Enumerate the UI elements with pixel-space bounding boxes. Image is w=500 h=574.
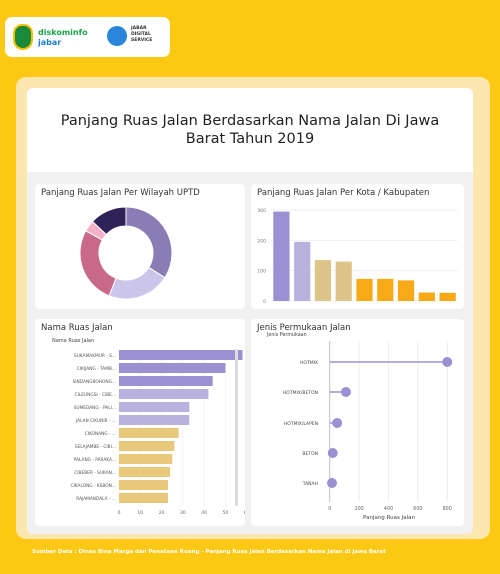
- x-tick-label: 30: [180, 510, 186, 516]
- bar: [418, 292, 435, 301]
- x-axis-title: Panjang Ruas Jalan: [363, 515, 415, 521]
- jds-logo-icon: [107, 26, 127, 46]
- y-tick-label: SUKAMAKMUR - S...: [74, 353, 116, 359]
- nama-bar-chart: Nama Ruas Jalan 0 10 20 30 40 50 60 SUKAMAKMUR -…: [52, 338, 250, 516]
- x-tick-label: 600: [413, 506, 422, 512]
- y-tick-label: PALANG - PARAKA...: [74, 457, 116, 463]
- logo-text-jabar: jabar: [38, 38, 62, 47]
- jabar-emblem-icon: [13, 24, 33, 50]
- y-tick-label: RAJAMANDALA - ...: [76, 496, 116, 502]
- x-tick-label: 10: [137, 510, 143, 516]
- y-tick-label: HOTMIX/BETON: [283, 390, 318, 396]
- y-tick-label: SINDANGBOHONG...: [73, 379, 116, 385]
- y-tick-label: HOTMIX: [300, 360, 318, 366]
- x-tick-label: 40: [201, 510, 207, 516]
- y-tick-label: 100: [257, 269, 266, 275]
- panel-title-jenis: Jenis Permukaan Jalan: [257, 323, 351, 333]
- logo-text-jds: JABAR DIGITAL SERVICE: [131, 26, 153, 43]
- y-tick-label: TANAH: [302, 481, 318, 487]
- lollipop-point: [442, 357, 453, 367]
- bar: [119, 363, 226, 373]
- bar: [314, 260, 332, 301]
- y-tick-label: CIKALONG - KEBON...: [71, 483, 117, 489]
- bar: [377, 278, 394, 301]
- source-footer: Sumber Data : Dinas Bina Marga dan Penat…: [32, 549, 386, 555]
- x-tick-label: 60: [244, 510, 245, 516]
- donut-chart: [79, 206, 173, 300]
- lollipop-point: [340, 387, 351, 397]
- y-tick-label: CIKONANG - ...: [85, 431, 116, 437]
- lollipop-point: [327, 448, 338, 458]
- y-axis-title: Jenis Permukaan: [266, 332, 307, 338]
- infographic-card: Panjang Ruas Jalan Berdasarkan Nama Jala…: [27, 88, 473, 534]
- y-tick-label: BETON: [302, 451, 318, 457]
- x-tick-label: 0: [328, 506, 331, 512]
- x-tick-label: 200: [355, 506, 364, 512]
- lollipop-point: [332, 418, 343, 428]
- x-tick-label: 800: [443, 506, 452, 512]
- donut-slice: [79, 230, 117, 297]
- bar: [356, 278, 373, 301]
- panel-uptd: Panjang Ruas Jalan Per Wilayah UPTD: [35, 184, 245, 309]
- scrollbar: [235, 349, 238, 506]
- bar: [335, 261, 352, 301]
- y-tick-label: CILEUNGSI - CIBE...: [75, 392, 116, 398]
- panel-jenis: Jenis Permukaan Jalan Jenis Permukaan 0 20…: [251, 319, 464, 526]
- bar: [439, 292, 456, 301]
- panel-title-uptd: Panjang Ruas Jalan Per Wilayah UPTD: [41, 188, 200, 198]
- donut-slice: [108, 266, 166, 300]
- bar: [119, 376, 213, 386]
- y-tick-label: CIBEBER - SUKAN...: [74, 470, 116, 476]
- bar: [273, 211, 290, 301]
- jenis-lollipop-chart: Jenis Permukaan 0 200 400 600 800 Panjang Ruas…: [266, 332, 453, 521]
- bar: [294, 241, 311, 301]
- bar: [119, 428, 179, 438]
- card-header: Panjang Ruas Jalan Berdasarkan Nama Jala…: [27, 88, 473, 172]
- bar: [119, 467, 171, 477]
- donut-slice: [91, 206, 127, 236]
- bar: [397, 280, 415, 301]
- lollipop-point: [327, 478, 338, 488]
- y-tick-label: CIKIJANG - TAMB...: [77, 366, 116, 372]
- logo-bar: diskominfo jabar JABAR DIGITAL SERVICE: [5, 17, 170, 57]
- page-title: Panjang Ruas Jalan Berdasarkan Nama Jala…: [60, 113, 440, 147]
- y-tick-label: JALAN CIKUNIR - ...: [75, 418, 116, 424]
- y-tick-label: HOTMIX/LAPEN: [284, 421, 318, 427]
- bar: [119, 415, 190, 425]
- panel-kota: Panjang Ruas Jalan Per Kota / Kabupaten …: [251, 184, 464, 309]
- bar: [119, 441, 175, 451]
- bar: [119, 493, 168, 503]
- kota-bar-chart: 300 200 100 0: [257, 208, 458, 305]
- bar: [119, 389, 209, 399]
- bar: [119, 402, 190, 412]
- x-tick-label: 20: [159, 510, 165, 516]
- panel-nama: Nama Ruas Jalan Nama Ruas Jalan 0 10 20 30 40…: [35, 319, 250, 526]
- x-tick-label: 0: [118, 510, 121, 516]
- bar: [119, 480, 168, 490]
- x-tick-label: 50: [223, 510, 229, 516]
- y-tick-label: SELAJAMBE - CIBI...: [75, 444, 116, 450]
- bar: [119, 350, 243, 360]
- y-tick-label: SUMEDANG - PALI...: [74, 405, 116, 411]
- y-tick-label: 0: [263, 299, 266, 305]
- logo-text-diskominfo: diskominfo: [38, 28, 88, 37]
- panel-title-nama: Nama Ruas Jalan: [41, 323, 113, 333]
- panel-title-kota: Panjang Ruas Jalan Per Kota / Kabupaten: [257, 188, 430, 198]
- y-tick-label: 300: [257, 208, 266, 214]
- y-axis-title: Nama Ruas Jalan: [52, 338, 94, 344]
- x-tick-label: 400: [384, 506, 393, 512]
- bar: [119, 454, 173, 464]
- y-tick-label: 200: [257, 238, 266, 244]
